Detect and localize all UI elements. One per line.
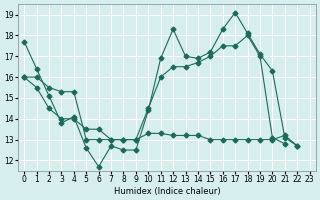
- X-axis label: Humidex (Indice chaleur): Humidex (Indice chaleur): [114, 187, 220, 196]
